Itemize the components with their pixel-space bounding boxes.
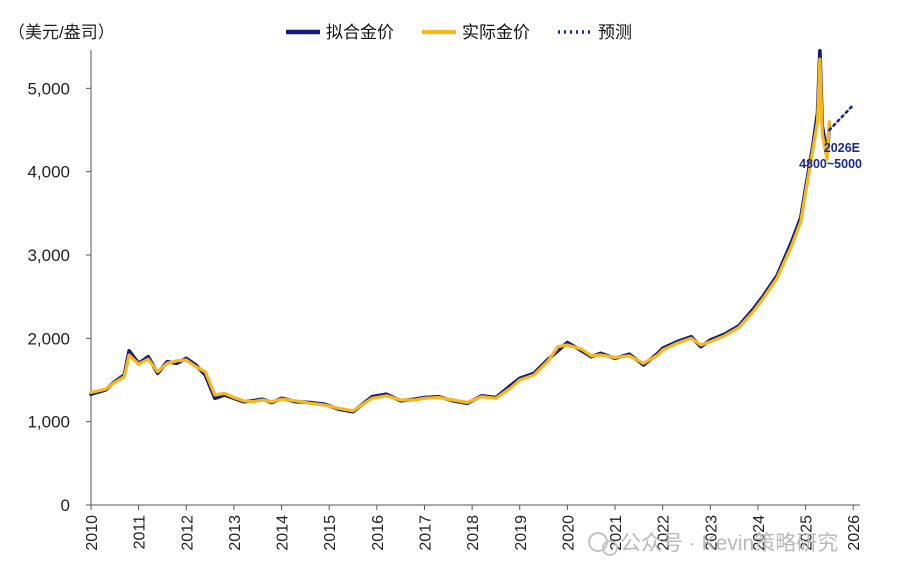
annotation-layer: 2026E 4800~5000 [799,141,862,171]
x-tick-label: 2015 [322,515,339,551]
x-tick-label: 2010 [84,515,101,551]
x-tick-label: 2012 [179,515,196,551]
series-layer [89,48,855,414]
series-line-2 [89,57,832,413]
x-tick-label: 2018 [465,515,482,551]
annotation-forecast-range: 4800~5000 [799,157,862,171]
x-tick-label: 2011 [132,515,149,550]
series-line-3 [828,103,855,132]
x-tick-label: 2017 [417,515,434,551]
series-line-1 [89,48,832,414]
x-tick-label: 2014 [275,515,292,551]
x-tick-label: 2025 [799,515,816,551]
y-tick-label: 3,000 [27,246,70,265]
y-tick-label: 1,000 [27,413,70,432]
y-axis-unit-label: （美元/盎司） [8,23,115,42]
y-tick-label: 2,000 [27,329,70,348]
x-tick-label: 2019 [513,515,530,551]
watermark: 公众号 · Kevin策略研究 [588,532,838,556]
y-tick-label: 0 [61,496,70,515]
wechat-icon-bubble [602,540,618,556]
y-tick-label: 5,000 [27,79,70,98]
legend-label-2: 实际金价 [462,23,530,42]
x-tick-label: 2023 [703,515,720,551]
x-tick-label: 2024 [751,515,768,551]
x-tick-label: 2022 [656,515,673,551]
wechat-icon [588,532,608,552]
legend-label-1: 拟合金价 [326,23,394,42]
x-tick-label: 2016 [370,515,387,551]
x-tick-label: 2020 [560,515,577,551]
x-tick-label: 2013 [227,515,244,551]
legend-label-3: 预测 [598,23,632,42]
y-tick-label: 4,000 [27,163,70,182]
chart-legend: 拟合金价 实际金价 预测 [286,23,632,42]
watermark-text: 公众号 · Kevin策略研究 [620,532,838,555]
chart-axes: 0 1,000 2,000 3,000 4,000 5,000 2010 2011 2012 20… [27,50,863,551]
annotation-2026e: 2026E [824,141,860,155]
x-tick-label: 2026 [846,515,863,551]
